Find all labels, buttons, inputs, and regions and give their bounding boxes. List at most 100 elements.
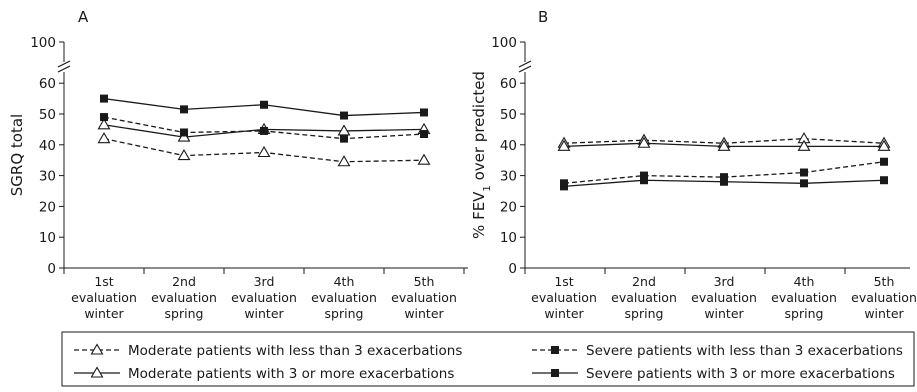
panel-a-data-point	[340, 134, 348, 143]
panel-b-data-point	[640, 171, 648, 180]
panel-a-y-tick-label: 100	[30, 35, 56, 51]
panel-a-x-category-label: 4th	[334, 274, 355, 289]
panel-b-x-category-label: 5th	[874, 274, 895, 289]
panel-a-x-category-label: evaluation	[311, 290, 377, 305]
panel-a-x-category-label: evaluation	[231, 290, 297, 305]
panel-a-y-tick-label: 30	[39, 169, 56, 185]
panel-b-x-category-label: 4th	[794, 274, 815, 289]
panel-a-label: A	[78, 8, 89, 26]
panel-a-y-axis-title: SGRQ total	[8, 114, 26, 196]
panel-a-data-point	[260, 126, 268, 135]
panel-a-data-point	[97, 118, 111, 130]
panel-b-x-category-label: winter	[864, 306, 904, 321]
panel-a-series-4	[100, 94, 428, 120]
panel-b-x-category-label: winter	[704, 306, 744, 321]
panel-a-data-point	[420, 108, 428, 117]
panel-b-y-tick-label: 10	[500, 230, 517, 246]
panel-a-x-category-label: 5th	[414, 274, 435, 289]
panel-a-data-point	[417, 153, 431, 165]
panel-b-x-category-label: spring	[785, 306, 824, 321]
panel-a-data-point	[337, 155, 351, 167]
legend-marker	[551, 369, 559, 377]
panel-b-data-point	[717, 139, 731, 151]
legend-label: Moderate patients with less than 3 exace…	[128, 343, 462, 359]
panel-a-x-categories: 1stevaluationwinter2ndevaluationspring3r…	[71, 274, 457, 321]
panel-b-data-point	[880, 176, 888, 185]
panel-a-x-category-label: evaluation	[391, 290, 457, 305]
panel-a-axes	[57, 42, 468, 274]
panel-a-axis-break-mark	[57, 60, 71, 68]
panel-b-x-category-label: winter	[544, 306, 584, 321]
panel-b-data-point	[637, 136, 651, 148]
legend-label: Severe patients with less than 3 exacerb…	[586, 343, 903, 359]
legend-label: Moderate patients with 3 or more exacerb…	[128, 366, 454, 382]
panel-a-data-point	[177, 148, 191, 161]
panel-a-y-tick-label: 60	[39, 76, 56, 92]
panel-b-data-point	[800, 179, 808, 188]
panel-b-y-tick-label: 20	[500, 199, 517, 215]
panel-a-data-point	[180, 105, 188, 114]
panel-b-y-ticks: 0 10 20 30 40 50 60 100	[491, 35, 525, 277]
panel-a-x-category-label: spring	[165, 306, 204, 321]
panel-b-data-point	[880, 157, 888, 166]
panel-a-series-1	[97, 132, 431, 167]
panel-a-x-category-label: winter	[404, 306, 444, 321]
panel-b-y-axis-title: % FEV1 over predicted	[470, 71, 493, 239]
panel-b-y-axis-title-subscript: 1	[482, 185, 493, 191]
panel-b: B % FEV1 over predicted 0 10 20 30 40 50 60 100…	[470, 8, 917, 321]
panel-b-x-category-label: evaluation	[851, 290, 917, 305]
panel-b-y-tick-label: 0	[508, 261, 517, 277]
panel-a-x-category-label: evaluation	[71, 290, 137, 305]
legend-marker	[90, 343, 104, 355]
panel-b-x-category-label: evaluation	[691, 290, 757, 305]
panel-b-y-axis-title-main: % FEV	[470, 191, 488, 239]
legend-marker	[551, 346, 559, 354]
panel-b-axis-break-mark	[518, 65, 532, 73]
legend-entry-3: Moderate patients with 3 or more exacerb…	[74, 366, 454, 382]
panel-a-series-3	[100, 113, 428, 143]
panel-b-data-point	[557, 139, 571, 151]
panel-a-x-category-label: winter	[244, 306, 284, 321]
panel-b-axis-break-mark	[518, 60, 532, 68]
panel-b-x-category-label: 2nd	[632, 274, 656, 289]
panel-a-x-category-label: 2nd	[172, 274, 196, 289]
panel-b-series	[557, 132, 891, 191]
panel-b-x-category-label: evaluation	[531, 290, 597, 305]
legend-box	[61, 331, 915, 387]
panel-b-data-point	[800, 168, 808, 177]
panel-a-x-category-label: 3rd	[254, 274, 275, 289]
panel-b-y-tick-label: 100	[491, 35, 517, 51]
panel-b-y-tick-label: 50	[500, 107, 517, 123]
panel-b-data-point	[720, 177, 728, 186]
panel-a-data-point	[340, 111, 348, 120]
panel-a-data-point	[257, 145, 271, 158]
panel-b-x-category-label: evaluation	[611, 290, 677, 305]
panel-a-x-category-label: spring	[325, 306, 364, 321]
panel-b-y-tick-label: 40	[500, 138, 517, 154]
panel-a-y-tick-label: 40	[39, 138, 56, 154]
legend: Moderate patients with less than 3 exace…	[61, 331, 915, 387]
panel-a-data-point	[100, 113, 108, 122]
legend-entry-4: Severe patients with 3 or more exacerbat…	[532, 366, 895, 382]
panel-b-x-category-label: spring	[625, 306, 664, 321]
panel-a-y-ticks: 0 10 20 30 40 50 60 100	[30, 35, 64, 277]
panel-b-data-point	[797, 139, 811, 151]
panel-b-label: B	[538, 8, 548, 26]
panel-a-data-point	[260, 100, 268, 109]
panel-b-x-category-label: evaluation	[771, 290, 837, 305]
panel-a-y-tick-label: 20	[39, 199, 56, 215]
panel-a-data-point	[420, 130, 428, 139]
panel-b-data-point	[560, 182, 568, 191]
panel-a-y-tick-label: 10	[39, 230, 56, 246]
panel-b-x-category-label: 3rd	[714, 274, 735, 289]
panel-a-x-category-label: winter	[84, 306, 124, 321]
panel-b-series-2	[557, 136, 891, 151]
panel-a-data-point	[180, 128, 188, 137]
panel-a-y-tick-label: 0	[47, 261, 56, 277]
panel-b-x-categories: 1stevaluationwinter2ndevaluationspring3r…	[531, 274, 917, 321]
panel-b-y-tick-label: 60	[500, 76, 517, 92]
legend-label: Severe patients with 3 or more exacerbat…	[586, 366, 895, 382]
panel-a-data-point	[97, 132, 111, 144]
